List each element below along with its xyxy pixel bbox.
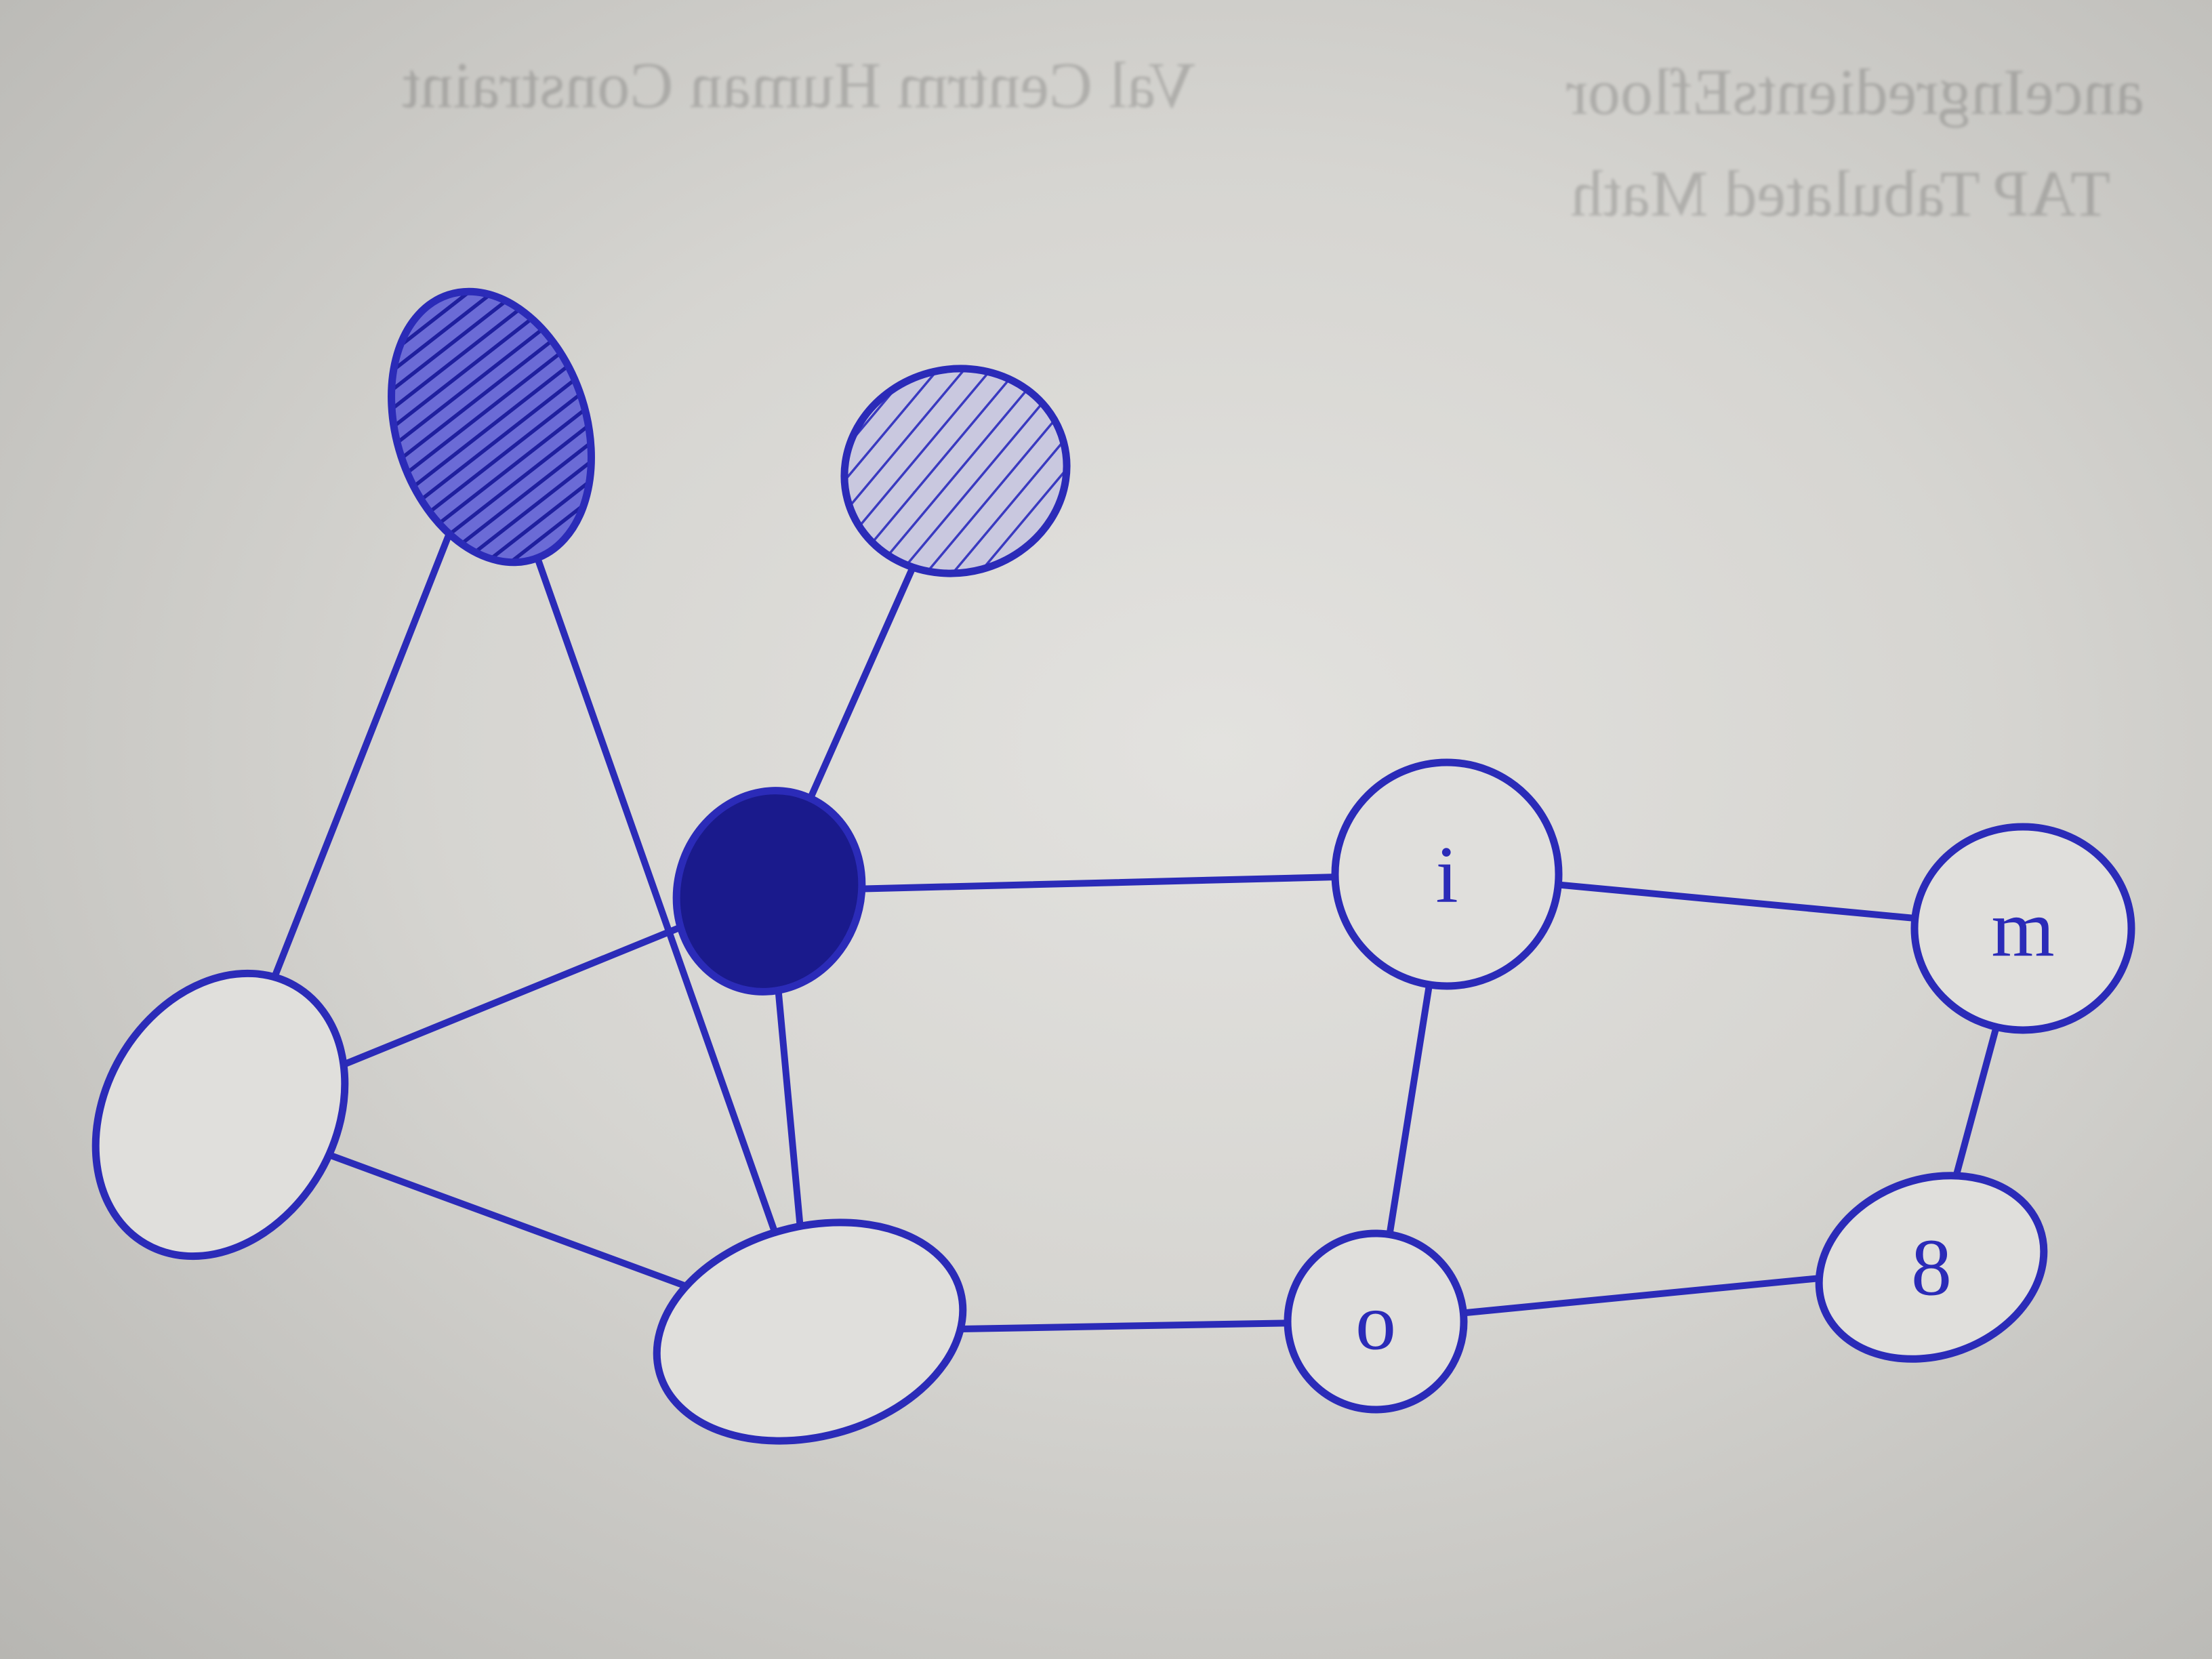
node-c xyxy=(672,787,866,996)
node-8-circle xyxy=(1815,1172,2048,1363)
node-e-circle xyxy=(653,1218,967,1445)
node-i: i xyxy=(1331,758,1563,990)
node-b xyxy=(840,365,1071,577)
node-m-label: m xyxy=(1991,884,2054,974)
node-o: o xyxy=(1284,1229,1468,1414)
node-d xyxy=(91,969,349,1261)
edges-layer xyxy=(217,424,2026,1335)
node-m: m xyxy=(1910,823,2135,1034)
node-a-circle xyxy=(388,287,595,567)
edge-a-e xyxy=(488,424,813,1335)
node-8-label: 8 xyxy=(1911,1223,1952,1313)
node-8: 8 xyxy=(1815,1172,2048,1363)
node-a xyxy=(388,287,595,567)
node-d-circle xyxy=(91,969,349,1261)
node-i-circle xyxy=(1331,758,1563,990)
node-o-label: o xyxy=(1355,1277,1396,1367)
node-b-circle xyxy=(840,365,1071,577)
node-c-circle xyxy=(672,787,866,996)
node-o-circle xyxy=(1284,1229,1468,1414)
node-m-circle xyxy=(1910,823,2135,1034)
nodes-layer: i m o 8 xyxy=(91,287,2135,1445)
node-i-label: i xyxy=(1435,830,1458,920)
node-e xyxy=(653,1218,967,1445)
